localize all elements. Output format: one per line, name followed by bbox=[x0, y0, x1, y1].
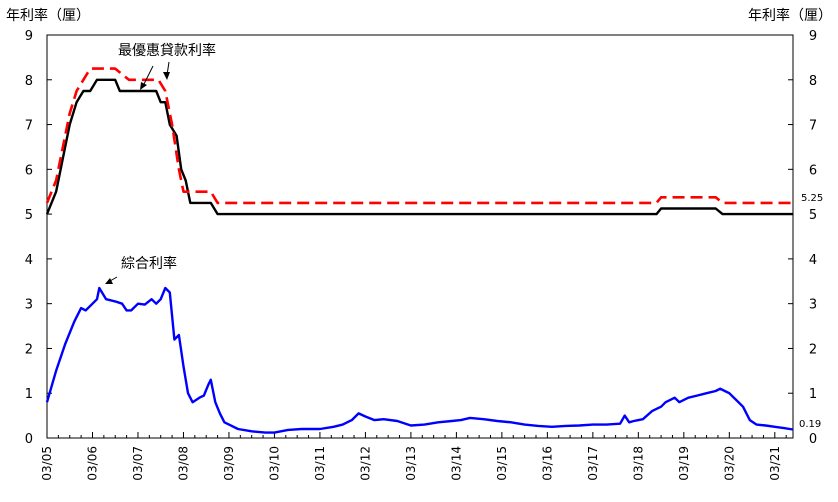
right-tick-label: 6 bbox=[809, 163, 817, 178]
left-axis-title: 年利率（厘） bbox=[6, 7, 90, 24]
x-tick-label: 03/19 bbox=[677, 446, 691, 481]
x-tick-label: 03/05 bbox=[40, 446, 54, 481]
x-tick-label: 03/17 bbox=[586, 446, 600, 481]
x-tick-label: 03/11 bbox=[313, 446, 327, 481]
right-tick-label: 1 bbox=[809, 387, 817, 402]
left-tick-label: 4 bbox=[25, 253, 33, 268]
x-tick-label: 03/21 bbox=[768, 446, 782, 481]
right-tick-label: 2 bbox=[809, 342, 817, 357]
prime-rate-solid-line bbox=[45, 78, 793, 216]
x-tick-label: 03/06 bbox=[85, 446, 99, 481]
right-tick-label: 4 bbox=[809, 253, 817, 268]
x-tick-label: 03/08 bbox=[176, 446, 190, 481]
x-tick-label: 03/12 bbox=[358, 446, 372, 481]
x-tick-label: 03/13 bbox=[404, 446, 418, 481]
composite-rate-line bbox=[45, 286, 794, 434]
left-tick-label: 6 bbox=[25, 163, 33, 178]
right-tick-label: 0 bbox=[809, 432, 817, 447]
right-tick-label: 8 bbox=[809, 74, 817, 89]
left-tick-label: 0 bbox=[25, 432, 33, 447]
axes: 0 0 1 1 2 2 3 3 4 4 5 5 6 6 7 7 8 8 9 9 03/05 03/06 03/07 03/08… bbox=[25, 29, 817, 481]
right-axis-title: 年利率（厘） bbox=[748, 7, 832, 24]
prime-arrowhead-1 bbox=[140, 82, 147, 90]
annotation-composite-rate: 綜合利率 bbox=[121, 255, 177, 272]
x-tick-label: 03/10 bbox=[267, 446, 281, 481]
left-tick-label: 7 bbox=[25, 119, 33, 134]
left-tick-label: 2 bbox=[25, 342, 33, 357]
left-tick-label: 8 bbox=[25, 74, 33, 89]
left-tick-label: 3 bbox=[25, 298, 33, 313]
x-tick-label: 03/14 bbox=[449, 446, 463, 481]
annotation-prime-rate: 最優惠貸款利率 bbox=[118, 42, 216, 59]
x-tick-label: 03/16 bbox=[540, 446, 554, 481]
end-label-composite-rate: 0.19 bbox=[799, 419, 821, 430]
right-tick-label: 5 bbox=[809, 208, 817, 223]
prime-rate-dashed-line bbox=[45, 67, 793, 205]
right-tick-label: 7 bbox=[809, 119, 817, 134]
end-label-prime-rate: 5.25 bbox=[801, 193, 823, 204]
left-tick-label: 5 bbox=[25, 208, 33, 223]
x-tick-label: 03/09 bbox=[222, 446, 236, 481]
right-tick-label: 3 bbox=[809, 298, 817, 313]
plot-frame bbox=[46, 34, 794, 439]
left-tick-label: 1 bbox=[25, 387, 33, 402]
x-tick-label: 03/20 bbox=[722, 446, 736, 481]
x-tick-label: 03/15 bbox=[495, 446, 509, 481]
series-lines bbox=[45, 67, 794, 434]
x-tick-label: 03/07 bbox=[131, 446, 145, 481]
right-tick-label: 9 bbox=[809, 29, 817, 44]
prime-arrowhead-2 bbox=[163, 72, 170, 80]
prime-arrow-line-1 bbox=[142, 65, 154, 87]
x-tick-label: 03/18 bbox=[631, 446, 645, 481]
left-tick-label: 9 bbox=[25, 29, 33, 44]
composite-arrowhead bbox=[105, 278, 113, 284]
